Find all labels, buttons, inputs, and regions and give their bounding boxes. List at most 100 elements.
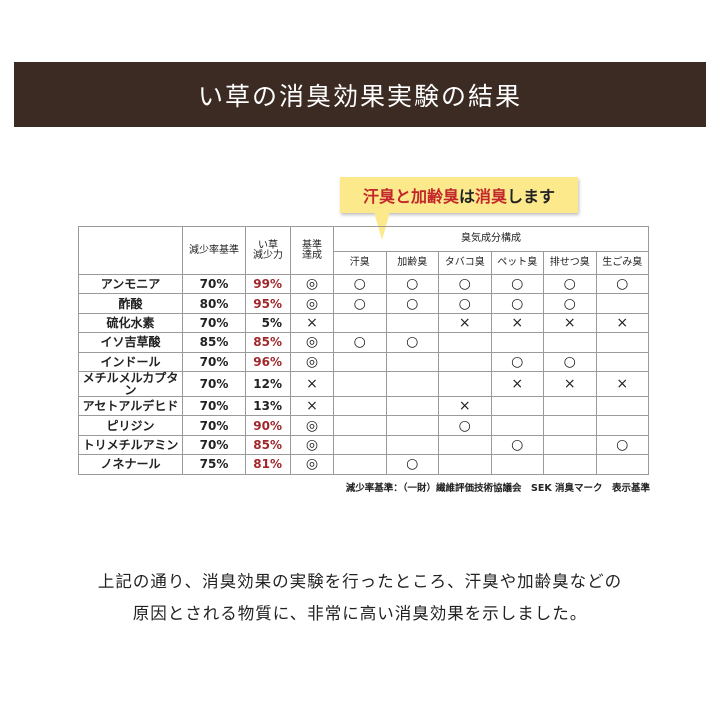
odor-mark: ○ — [333, 332, 387, 353]
standard-rate: 85% — [182, 332, 246, 353]
results-table: 減少率基準 い草 減少力 基準 達成 臭気成分構成 汗臭 加齢臭 タバコ臭 ペット臭 排せつ… — [78, 226, 649, 475]
table-row: メチルメルカプタン 70% 12% × × × × — [78, 370, 649, 397]
standard-rate: 70% — [182, 312, 246, 334]
odor-mark — [595, 415, 649, 436]
odor-mark: ○ — [543, 293, 597, 314]
substance-name: 硫化水素 — [78, 312, 183, 334]
odor-mark: × — [438, 312, 492, 334]
igusa-rate: 13% — [245, 395, 291, 417]
odor-mark: ○ — [438, 273, 492, 295]
standard-rate: 70% — [182, 351, 246, 372]
substance-name: ピリジン — [78, 415, 183, 436]
header-igusa: い草 減少力 — [245, 226, 291, 275]
odor-mark — [543, 434, 597, 456]
odor-mark: ○ — [333, 293, 387, 314]
odor-mark — [385, 312, 439, 334]
header-achieved: 基準 達成 — [290, 226, 334, 275]
title-banner: い草の消臭効果実験の結果 — [14, 62, 706, 127]
odor-mark — [385, 370, 439, 397]
callout-text: します — [507, 187, 556, 206]
odor-mark: × — [543, 370, 597, 397]
odor-mark — [543, 415, 597, 436]
odor-mark — [385, 434, 439, 456]
odor-mark — [438, 434, 492, 456]
igusa-rate: 85% — [245, 332, 291, 353]
odor-mark — [543, 454, 597, 475]
igusa-rate: 85% — [245, 434, 291, 456]
igusa-rate: 5% — [245, 312, 291, 334]
odor-mark — [543, 332, 597, 353]
odor-mark: ○ — [490, 273, 544, 295]
substance-name: トリメチルアミン — [78, 434, 183, 456]
igusa-rate: 12% — [245, 370, 291, 397]
odor-mark — [333, 434, 387, 456]
igusa-rate: 90% — [245, 415, 291, 436]
substance-name: 酢酸 — [78, 293, 183, 314]
odor-mark — [490, 395, 544, 417]
odor-mark: ○ — [543, 351, 597, 372]
odor-mark: × — [438, 395, 492, 417]
odor-mark — [595, 332, 649, 353]
igusa-rate: 81% — [245, 454, 291, 475]
standard-rate: 70% — [182, 273, 246, 295]
odor-mark — [333, 395, 387, 417]
table-row: インドール 70% 96% ◎ ○ ○ — [78, 351, 649, 372]
odor-mark: × — [595, 312, 649, 334]
odor-mark — [490, 454, 544, 475]
body-text-line2: 原因とされる物質に、非常に高い消臭効果を示しました。 — [132, 604, 588, 623]
odor-mark: × — [543, 312, 597, 334]
achieved-mark: ◎ — [290, 454, 334, 475]
odor-mark — [385, 415, 439, 436]
standard-rate: 75% — [182, 454, 246, 475]
header-odor: 排せつ臭 — [543, 251, 597, 275]
odor-mark — [438, 332, 492, 353]
odor-mark — [333, 312, 387, 334]
odor-mark: × — [490, 312, 544, 334]
header-odor: ペット臭 — [490, 251, 544, 275]
odor-mark — [333, 454, 387, 475]
odor-mark: × — [595, 370, 649, 397]
standard-rate: 80% — [182, 293, 246, 314]
odor-mark: ○ — [490, 351, 544, 372]
igusa-rate: 95% — [245, 293, 291, 314]
odor-mark: ○ — [385, 332, 439, 353]
substance-name: メチルメルカプタン — [78, 370, 183, 397]
table-row: 酢酸 80% 95% ◎ ○ ○ ○ ○ ○ — [78, 293, 649, 314]
table-row: トリメチルアミン 70% 85% ◎ ○ ○ — [78, 434, 649, 456]
table-row: アセトアルデヒド 70% 13% × × — [78, 395, 649, 417]
header-odor: 汗臭 — [333, 251, 387, 275]
table-row: イソ吉草酸 85% 85% ◎ ○ ○ — [78, 332, 649, 353]
callout-text-red: 消臭 — [475, 187, 508, 206]
odor-mark — [438, 454, 492, 475]
odor-mark: ○ — [490, 293, 544, 314]
achieved-mark: ◎ — [290, 293, 334, 314]
header-odor-group: 臭気成分構成 — [333, 226, 649, 252]
odor-mark: ○ — [438, 415, 492, 436]
table-row: ピリジン 70% 90% ◎ ○ — [78, 415, 649, 436]
callout-text-red: 汗臭と加齢臭 — [362, 187, 459, 206]
odor-mark — [333, 370, 387, 397]
table-row: 硫化水素 70% 5% × × × × × — [78, 312, 649, 334]
odor-mark — [333, 415, 387, 436]
odor-mark — [333, 351, 387, 372]
header-standard: 減少率基準 — [182, 226, 246, 275]
odor-mark — [490, 415, 544, 436]
odor-mark: ○ — [385, 454, 439, 475]
odor-mark — [385, 395, 439, 417]
standard-rate: 70% — [182, 370, 246, 397]
substance-name: インドール — [78, 351, 183, 372]
standard-rate: 70% — [182, 434, 246, 456]
table-row: ノネナール 75% 81% ◎ ○ — [78, 454, 649, 475]
igusa-rate: 96% — [245, 351, 291, 372]
odor-mark: ○ — [595, 434, 649, 456]
header-odor: タバコ臭 — [438, 251, 492, 275]
achieved-mark: × — [290, 312, 334, 334]
odor-mark: ○ — [385, 273, 439, 295]
odor-mark — [490, 332, 544, 353]
odor-mark: ○ — [333, 273, 387, 295]
header-odor: 加齢臭 — [385, 251, 439, 275]
odor-mark — [595, 395, 649, 417]
substance-name: ノネナール — [78, 454, 183, 475]
odor-mark: ○ — [385, 293, 439, 314]
body-text-line1: 上記の通り、消臭効果の実験を行ったところ、汗臭や加齢臭などの — [97, 572, 623, 591]
